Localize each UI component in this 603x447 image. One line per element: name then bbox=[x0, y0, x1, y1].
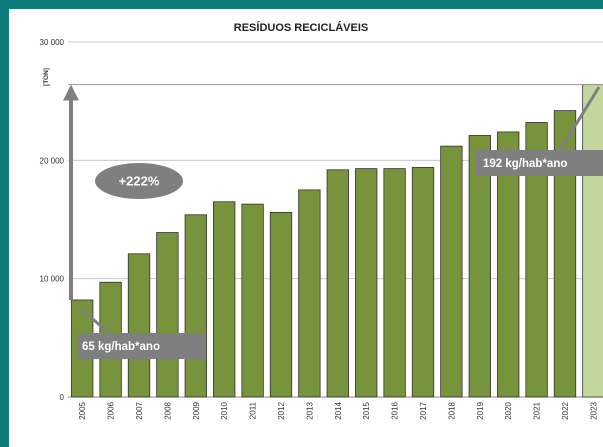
x-tick-label-2019: 2019 bbox=[476, 401, 485, 419]
end-callout-pointer bbox=[557, 86, 601, 153]
y-tick-label: 10 000 bbox=[40, 275, 65, 284]
bar-2015 bbox=[355, 168, 378, 398]
x-tick-label-2005: 2005 bbox=[78, 401, 87, 419]
growth-badge-shape bbox=[95, 163, 183, 199]
x-tick-label-2020: 2020 bbox=[504, 401, 513, 419]
bar-2014 bbox=[326, 169, 349, 398]
bar-2021 bbox=[525, 122, 548, 398]
bar-2023 bbox=[582, 84, 603, 398]
y-tick-label: 30 000 bbox=[40, 38, 65, 47]
growth-badge: +222% bbox=[95, 163, 183, 199]
start-callout-label: 65 kg/hab*ano bbox=[82, 341, 160, 353]
start-callout: 65 kg/hab*ano bbox=[77, 307, 205, 359]
bar-2013 bbox=[298, 189, 321, 398]
bar-2009 bbox=[184, 214, 207, 398]
chart-frame: RESÍDUOS RECICLÁVEIS [TON] 0 10 000 20 000… bbox=[9, 9, 603, 447]
x-tick-label-2021: 2021 bbox=[533, 401, 542, 419]
x-tick-label-2010: 2010 bbox=[220, 401, 229, 419]
y-axis-tick-labels: 0 10 000 20 000 30 000 bbox=[40, 38, 65, 402]
x-tick-label-2012: 2012 bbox=[277, 401, 286, 419]
x-tick-label-2009: 2009 bbox=[192, 401, 201, 419]
bar-2008 bbox=[156, 232, 179, 398]
bar-2018 bbox=[440, 145, 463, 398]
x-tick-label-2013: 2013 bbox=[305, 401, 314, 419]
x-tick-label-2015: 2015 bbox=[362, 401, 371, 419]
bars bbox=[71, 84, 603, 398]
bar-2011 bbox=[241, 203, 264, 398]
bar-2019 bbox=[468, 135, 491, 398]
start-callout-box bbox=[77, 333, 205, 359]
x-tick-label-2023: 2023 bbox=[589, 401, 598, 419]
bar-2016 bbox=[383, 168, 406, 398]
y-tick-label: 0 bbox=[60, 393, 65, 402]
x-tick-label-2008: 2008 bbox=[163, 401, 172, 419]
x-tick-label-2022: 2022 bbox=[561, 401, 570, 419]
x-tick-label-2014: 2014 bbox=[334, 401, 343, 419]
end-callout-box bbox=[475, 150, 603, 176]
bar-2020 bbox=[497, 131, 520, 398]
start-callout-pointer bbox=[80, 307, 110, 335]
recyclable-waste-bar-chart: RESÍDUOS RECICLÁVEIS [TON] 0 10 000 20 000… bbox=[40, 21, 603, 420]
x-tick-label-2016: 2016 bbox=[391, 401, 400, 419]
x-tick-label-2018: 2018 bbox=[447, 401, 456, 419]
chart-title: RESÍDUOS RECICLÁVEIS bbox=[234, 21, 368, 34]
end-callout-label: 192 kg/hab*ano bbox=[483, 158, 567, 170]
bar-2007 bbox=[127, 253, 151, 398]
bar-2012 bbox=[269, 211, 293, 398]
x-tick-label-2006: 2006 bbox=[107, 401, 116, 419]
x-tick-label-2007: 2007 bbox=[135, 401, 144, 419]
x-tick-label-2017: 2017 bbox=[419, 401, 428, 419]
x-tick-label-2011: 2011 bbox=[249, 401, 258, 419]
y-axis-unit-label: [TON] bbox=[43, 68, 50, 86]
bar-2017 bbox=[411, 167, 435, 398]
bar-2010 bbox=[213, 201, 236, 398]
y-tick-label: 20 000 bbox=[40, 156, 65, 165]
x-axis-tick-labels: 2005 2006 2007 2008 2009 2010 2011 2012 2013 2014… bbox=[78, 401, 598, 419]
bar-2022 bbox=[553, 110, 577, 398]
end-callout: 192 kg/hab*ano bbox=[475, 86, 603, 176]
growth-percentage-label: +222% bbox=[119, 174, 160, 189]
